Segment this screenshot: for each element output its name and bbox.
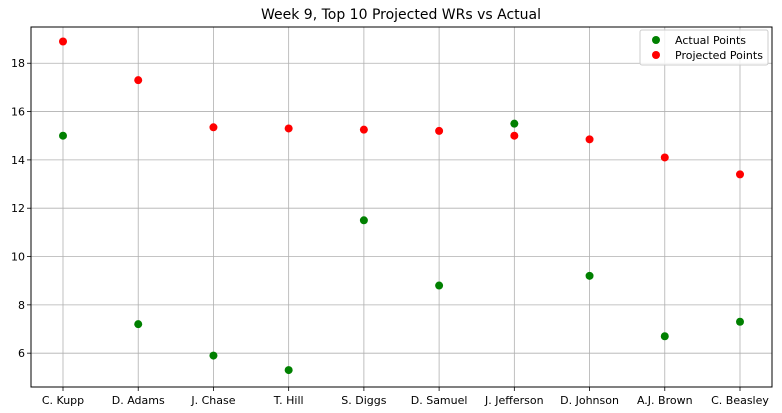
x-tick-label: A.J. Brown — [637, 394, 693, 407]
projected-points-point — [510, 131, 519, 140]
y-tick-label: 14 — [11, 154, 25, 167]
y-tick-label: 18 — [11, 57, 25, 70]
x-tick-label: D. Adams — [112, 394, 165, 407]
projected-points-point — [59, 37, 67, 46]
x-tick-label: S. Diggs — [341, 394, 386, 407]
x-tick-label: J. Jefferson — [484, 394, 544, 407]
projected-points-point — [435, 126, 444, 135]
grid — [31, 27, 772, 387]
projected-points-point — [585, 135, 594, 144]
actual-points-point — [284, 366, 293, 375]
actual-points-point — [435, 281, 444, 290]
y-tick-label: 8 — [18, 299, 25, 312]
actual-points-point — [134, 320, 143, 329]
legend-label-actual-points: Actual Points — [675, 34, 746, 47]
actual-points-point — [736, 317, 744, 326]
actual-points-point — [585, 271, 594, 280]
y-tick-label: 16 — [11, 106, 25, 119]
projected-points-point — [134, 76, 143, 85]
y-axis: 6 8 10 12 14 16 18 — [11, 57, 31, 360]
projected-points-point — [660, 153, 669, 162]
x-axis: C. Kupp D. Adams J. Chase T. Hill S. Diggs D.… — [42, 387, 769, 407]
y-tick-label: 6 — [18, 347, 25, 360]
x-tick-label: C. Kupp — [42, 394, 84, 407]
plot-frame — [30, 26, 773, 388]
x-tick-label: J. Chase — [190, 394, 235, 407]
chart-title: Week 9, Top 10 Projected WRs vs Actual — [261, 7, 541, 23]
y-tick-label: 12 — [11, 202, 25, 215]
actual-points-point — [660, 332, 669, 341]
legend-label-projected-points: Projected Points — [675, 49, 763, 62]
projected-points-point — [284, 124, 293, 133]
projected-points-point — [209, 123, 218, 132]
data-points — [59, 37, 744, 375]
legend-marker-projected-points — [652, 51, 660, 59]
legend-marker-actual-points — [652, 36, 660, 44]
x-tick-label: T. Hill — [273, 394, 304, 407]
x-tick-label: D. Samuel — [411, 394, 468, 407]
y-tick-label: 10 — [11, 251, 25, 264]
legend-box — [639, 29, 769, 66]
actual-points-point — [209, 351, 218, 360]
actual-points-point — [59, 131, 67, 140]
x-tick-label: D. Johnson — [560, 394, 619, 407]
actual-points-point — [359, 216, 368, 225]
projected-points-point — [359, 125, 368, 134]
legend: Actual Points Projected Points — [639, 29, 769, 66]
x-tick-label: C. Beasley — [711, 394, 769, 407]
actual-points-point — [510, 119, 519, 128]
projected-points-point — [736, 170, 744, 179]
